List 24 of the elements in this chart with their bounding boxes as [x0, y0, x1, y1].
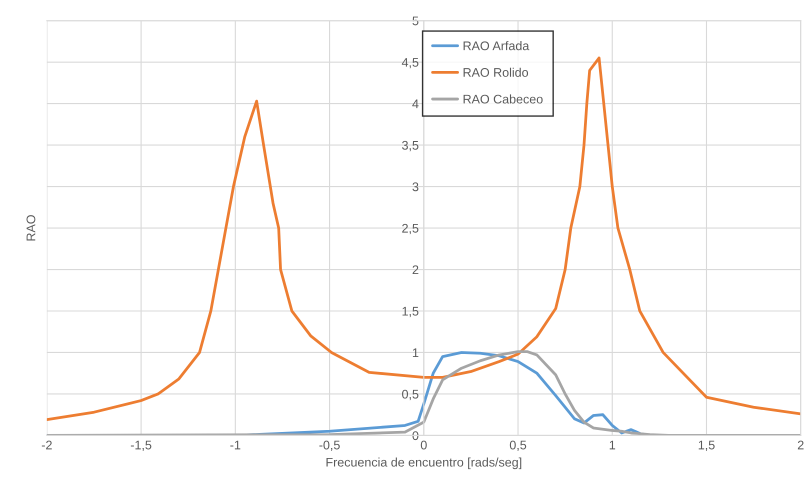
- line-series: [46, 56, 801, 422]
- x-tick-label: -1,5: [130, 440, 152, 451]
- x-tick-label: -0,5: [319, 440, 340, 451]
- x-tick-label: -2: [42, 440, 52, 450]
- x-tick-label: -1: [230, 440, 240, 450]
- legend-label: RAO Rolido: [464, 68, 528, 77]
- y-tick-label: 2: [412, 265, 418, 274]
- y-tick-label: 4: [412, 100, 419, 108]
- legend-label: RAO Arfada: [464, 41, 530, 50]
- y-tick-label: 0,5: [402, 390, 418, 400]
- y-axis-title: RAO: [26, 215, 36, 241]
- x-tick-label: 0,5: [510, 440, 526, 451]
- y-tick-label: 4,5: [402, 58, 418, 68]
- y-tick-label: 3,5: [402, 140, 418, 152]
- x-tick-label: 1: [610, 440, 616, 450]
- x-axis-title: Frecuencia de encuentro [rads/seg]: [326, 457, 522, 470]
- y-tick-label: 3: [412, 182, 418, 192]
- x-tick-label: 2: [798, 440, 804, 450]
- y-tick-label: 1,5: [402, 306, 418, 318]
- y-tick-label: 2,5: [402, 224, 418, 234]
- x-tick-label: 1,5: [698, 440, 715, 451]
- x-tick-label: 0: [420, 440, 427, 450]
- legend-label: RAO Cabeceo: [464, 94, 543, 104]
- y-tick-label: 1: [412, 348, 418, 357]
